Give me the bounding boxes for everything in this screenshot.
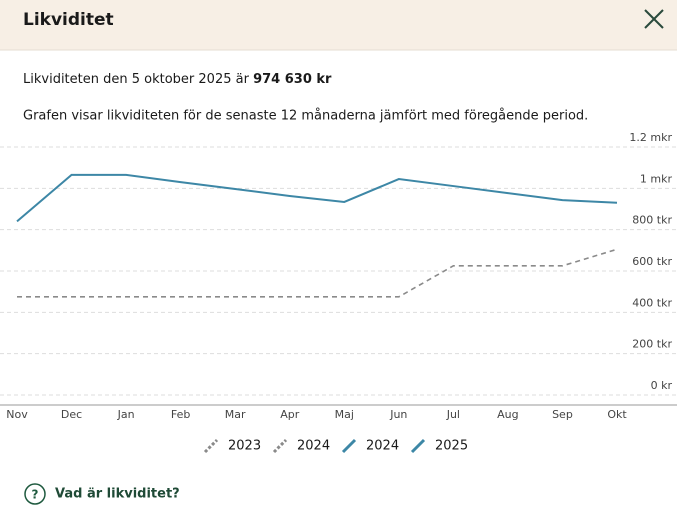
dialog-title: Likviditet — [23, 10, 114, 30]
y-tick-label: 200 tkr — [632, 338, 672, 351]
y-tick-label: 0 kr — [651, 379, 673, 392]
legend-label: 2025 — [435, 439, 468, 454]
help-link[interactable]: Vad är likviditet? — [55, 487, 180, 502]
legend-label: 2024 — [366, 439, 399, 454]
legend-label: 2024 — [297, 439, 330, 454]
x-tick-label: Aug — [497, 408, 518, 421]
x-tick-label: Dec — [61, 408, 82, 421]
summary-amount: 974 630 kr — [253, 72, 332, 87]
help-icon[interactable] — [24, 483, 46, 505]
summary: Likviditeten den 5 oktober 2025 är 974 6… — [23, 72, 332, 87]
x-tick-label: Maj — [335, 408, 354, 421]
x-tick-label: Nov — [6, 408, 28, 421]
close-button[interactable] — [644, 9, 664, 29]
x-tick-label: Mar — [225, 408, 246, 421]
summary-text: Likviditeten den 5 oktober 2025 är — [23, 72, 250, 87]
y-tick-label: 1.2 mkr — [629, 131, 672, 144]
x-tick-label: Okt — [607, 408, 627, 421]
x-tick-label: Jun — [389, 408, 407, 421]
y-tick-label: 600 tkr — [632, 255, 672, 268]
help-icon-glyph: ? — [32, 488, 39, 502]
series-line — [17, 248, 618, 298]
legend-swatch — [410, 438, 426, 454]
legend-swatch — [341, 438, 357, 454]
x-tick-label: Apr — [280, 408, 300, 421]
legend-swatch — [203, 438, 219, 454]
y-tick-label: 800 tkr — [632, 214, 672, 227]
y-tick-label: 400 tkr — [632, 296, 672, 309]
description: Grafen visar likviditeten för de senaste… — [23, 109, 588, 124]
x-tick-label: Sep — [552, 408, 573, 421]
x-tick-label: Feb — [171, 408, 190, 421]
y-tick-label: 1 mkr — [640, 172, 673, 185]
header-bar — [0, 0, 677, 50]
x-tick-label: Jan — [117, 408, 135, 421]
x-tick-label: Jul — [446, 408, 460, 421]
legend-label: 2023 — [228, 439, 261, 454]
legend-swatch — [272, 438, 288, 454]
series-line — [16, 173, 618, 223]
